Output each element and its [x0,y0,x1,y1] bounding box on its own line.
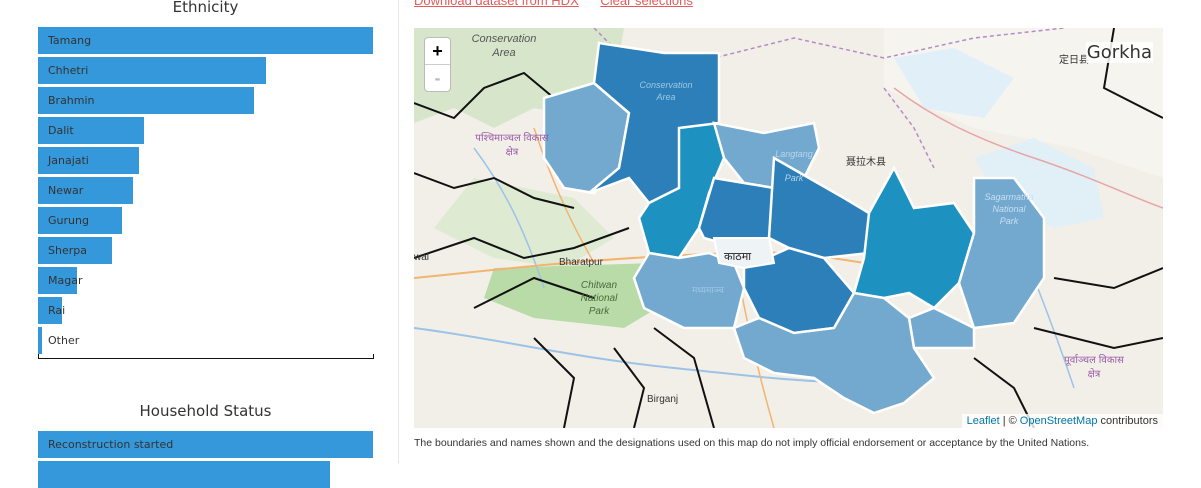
river [473,147,545,289]
map-disclaimer: The boundaries and names shown and the d… [414,437,1090,449]
place-label: Park [785,173,804,183]
district-polygon [907,306,976,350]
ethnicity-bar[interactable] [38,117,144,144]
district-polygon [957,176,1046,330]
left-panel: Ethnicity Tamang Chhetri Brahmin Dalit Janaj… [0,0,399,488]
ethnicity-row[interactable]: Other [38,327,373,354]
place-label: National [992,204,1026,214]
forest-area [434,178,614,268]
map-canvas[interactable]: Conservation Area Conservation Area पश्च… [414,28,1163,428]
ethnicity-bar[interactable] [38,57,266,84]
zoom-out-button[interactable]: - [425,64,450,91]
place-label: क्षेत्र [1088,368,1101,380]
road [893,87,1163,209]
axis-tick [373,354,374,359]
household-status-bar[interactable] [38,461,330,488]
place-label: काठमा [724,251,751,263]
place-label: Langtang [775,149,813,159]
place-label: 聂拉木县 [846,155,886,168]
map-section: Download dataset from HDX Clear selectio… [414,0,1201,463]
household-status-title: Household Status [139,402,272,420]
ethnicity-label: Rai [48,304,66,317]
glacier-area [894,48,1014,118]
ethnicity-row[interactable]: Newar [38,177,373,204]
choropleth-map[interactable]: Conservation Area Conservation Area पश्च… [414,28,1163,428]
ethnicity-label: Other [48,334,80,347]
leaflet-link[interactable]: Leaflet [966,415,1000,427]
ethnicity-row[interactable]: Magar [38,267,373,294]
place-label: Area [491,47,515,59]
place-label: Sagarmatha [984,192,1033,202]
ethnicity-row[interactable]: Janajati [38,147,373,174]
attribution-tail: contributors [1100,415,1158,427]
ethnicity-label: Sherpa [48,244,87,257]
district-polygon [732,291,936,415]
place-label: Park [589,306,611,317]
place-label: Birganj [647,394,678,405]
osm-link[interactable]: OpenStreetMap [1019,415,1098,427]
ethnicity-bar[interactable] [38,327,42,354]
admin-boundaries [414,28,1163,428]
ethnicity-bar[interactable] [38,147,139,174]
ethnicity-label: Magar [48,274,83,287]
ethnicity-bar[interactable] [38,297,62,324]
place-label: क्षेत्र [506,146,519,158]
ethnicity-row[interactable]: Tamang [38,27,373,54]
district-polygon [852,165,976,310]
ethnicity-bar[interactable] [38,27,373,54]
place-label: wal [414,252,429,263]
ethnicity-bar[interactable] [38,87,254,114]
zoom-in-button[interactable]: + [432,41,443,61]
place-label: Park [1000,216,1019,226]
zoom-control: + - [424,37,451,92]
place-label: Conservation [472,33,537,45]
place-label: Conservation [639,80,692,90]
map-title: Gorkha [1085,42,1153,63]
ethnicity-title: Ethnicity [172,0,239,16]
ethnicity-label: Chhetri [48,64,89,77]
ethnicity-bar[interactable] [38,207,122,234]
attribution-separator: | © [1002,415,1017,427]
ethnicity-row[interactable]: Gurung [38,207,373,234]
ethnicity-bar[interactable] [38,267,77,294]
district-polygon [712,237,776,270]
ethnicity-row[interactable]: Chhetri [38,57,373,84]
household-status-row[interactable]: Reconstruction started [38,431,373,458]
ethnicity-label: Dalit [48,124,74,137]
ethnicity-label: Tamang [48,34,92,47]
place-label: पूर्वाञ्चल विकास [1064,354,1124,366]
ethnicity-label: Newar [48,184,84,197]
place-label: 定日县 [1059,53,1089,66]
household-status-label: Reconstruction started [48,438,174,451]
place-label: Bharatpur [559,257,604,268]
ethnicity-row[interactable]: Sherpa [38,237,373,264]
household-status-bar[interactable] [38,431,373,458]
ethnicity-label: Brahmin [48,94,95,107]
place-label: Chitwan [581,280,618,291]
ethnicity-row[interactable]: Brahmin [38,87,373,114]
ethnicity-row[interactable]: Dalit [38,117,373,144]
place-label: Area [655,92,675,102]
action-links: Download dataset from HDX Clear selectio… [414,0,711,8]
ethnicity-row[interactable]: Rai [38,297,373,324]
axis-tick [38,354,39,359]
ethnicity-bar[interactable] [38,177,133,204]
ethnicity-bar[interactable] [38,237,112,264]
ethnicity-label: Gurung [48,214,89,227]
place-label: National [581,293,618,304]
download-dataset-link[interactable]: Download dataset from HDX [414,0,579,8]
ethnicity-label: Janajati [48,154,89,167]
map-attribution: Leaflet | © OpenStreetMap contributors [961,414,1163,428]
place-label: मध्यमाञ्च [692,285,724,295]
district-polygon [632,251,746,330]
ethnicity-axis [38,358,374,359]
place-label: पश्चिमाञ्चल विकास [475,132,549,144]
household-status-row[interactable] [38,461,373,488]
clear-selections-link[interactable]: Clear selections [600,0,693,8]
